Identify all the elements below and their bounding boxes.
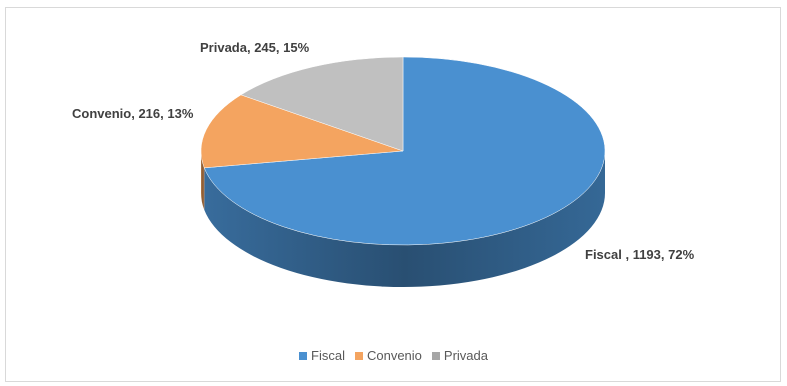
legend-item-convenio: Convenio (354, 348, 422, 363)
pie-side-fiscal (204, 151, 605, 287)
legend: Fiscal Convenio Privada (0, 348, 787, 363)
legend-label-fiscal: Fiscal (311, 348, 345, 363)
data-label-privada: Privada, 245, 15% (200, 40, 310, 55)
pie-slice-privada (240, 56, 404, 152)
legend-swatch-privada (431, 351, 440, 360)
legend-label-privada: Privada (443, 348, 488, 363)
legend-swatch-convenio (354, 351, 363, 360)
data-label-fiscal: Fiscal , 1193, 72% (585, 247, 695, 262)
pie-slice-convenio (200, 94, 404, 169)
legend-swatch-fiscal (299, 351, 308, 360)
legend-label-convenio: Convenio (366, 348, 422, 363)
pie-slice-fiscal (203, 56, 606, 246)
legend-item-fiscal: Fiscal (299, 348, 345, 363)
legend-item-privada: Privada (431, 348, 488, 363)
data-label-convenio: Convenio, 216, 13% (72, 106, 194, 121)
